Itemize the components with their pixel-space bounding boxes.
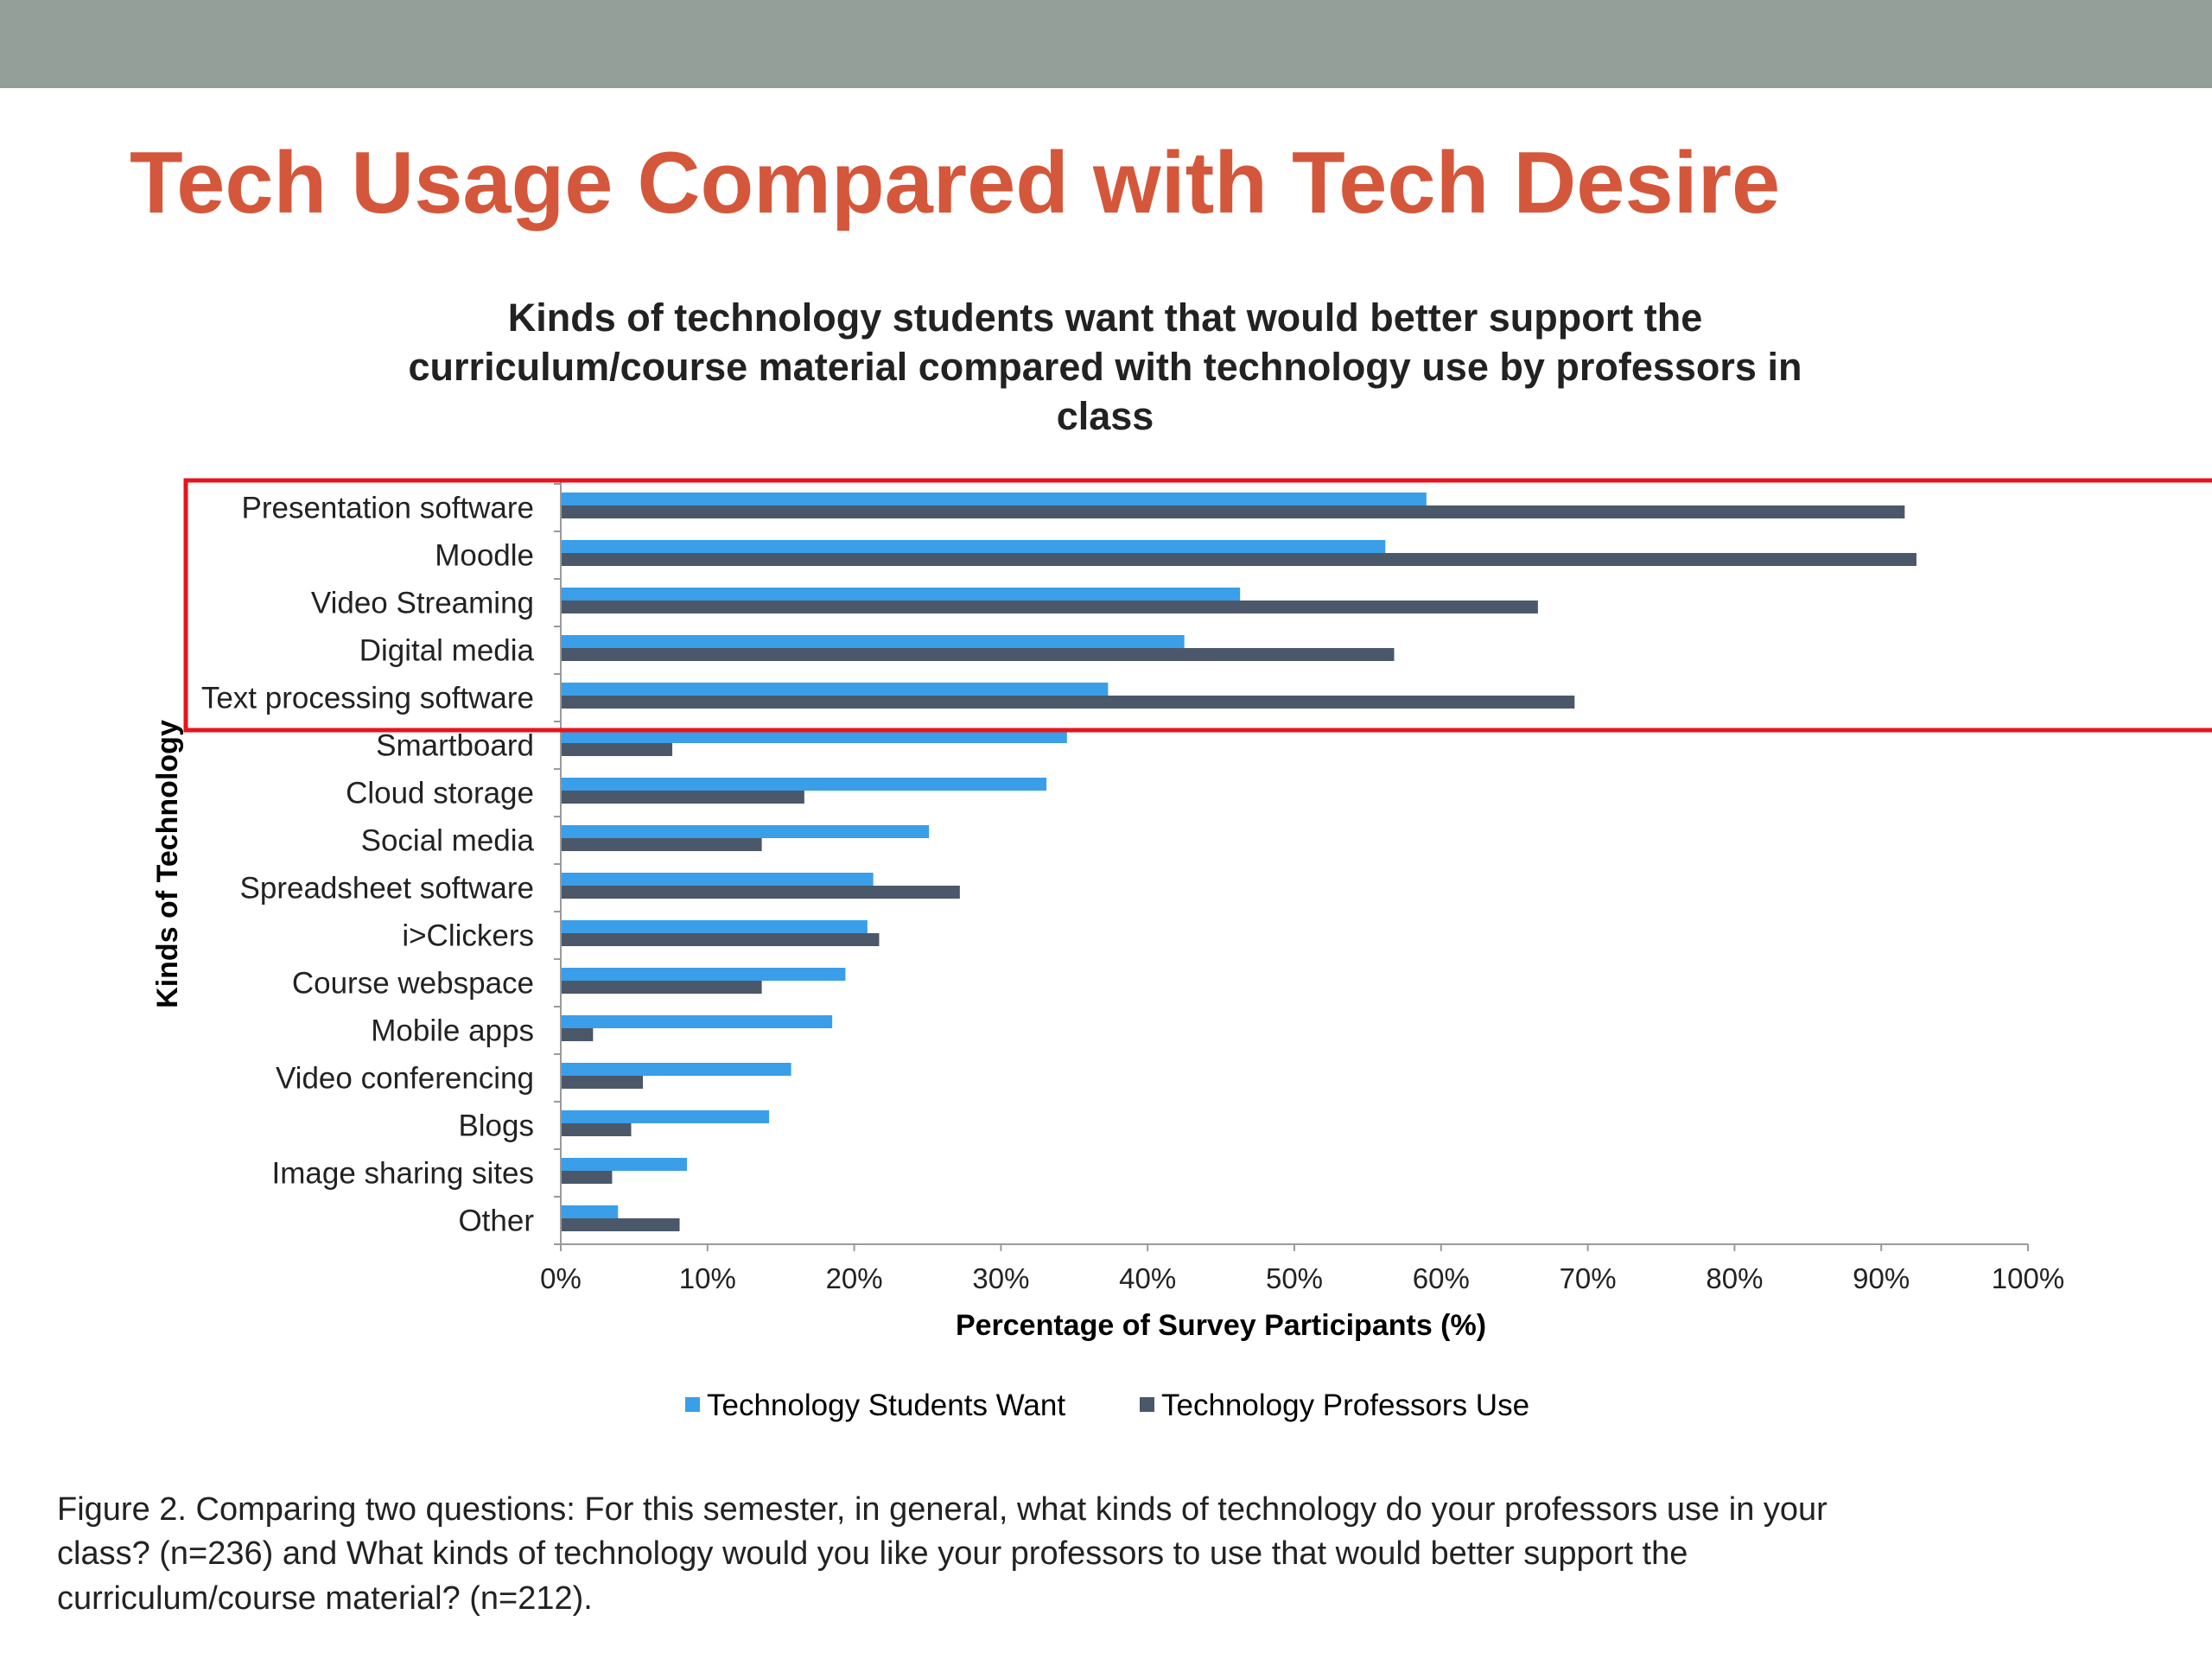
bar-presentation-software-professors-use: [561, 505, 1905, 518]
highlight-box: [183, 478, 2212, 733]
chart-title: Kinds of technology students want that w…: [409, 296, 1802, 438]
x-tick-label-40: 40%: [1119, 1262, 1176, 1294]
chart-title-line-3: class: [1057, 394, 1154, 438]
legend-label-students-want: Technology Students Want: [707, 1389, 1065, 1422]
chart-title-line-1: Kinds of technology students want that w…: [508, 296, 1702, 340]
bars-group: [561, 493, 1916, 1231]
x-tick-label-0: 0%: [540, 1262, 582, 1294]
legend-label-professors-use: Technology Professors Use: [1161, 1389, 1529, 1422]
bar-i-clickers-students-want: [561, 920, 868, 933]
bar-spreadsheet-software-professors-use: [561, 886, 960, 899]
caption-line-2: class? (n=236) and What kinds of technol…: [57, 1535, 1688, 1572]
x-tick-label-10: 10%: [679, 1262, 736, 1294]
x-tick-label-20: 20%: [826, 1262, 883, 1294]
category-label-smartboard: Smartboard: [376, 729, 534, 763]
legend-swatch-professors-use: [1140, 1397, 1154, 1412]
axes-group: [554, 480, 2029, 1251]
x-tick-label-30: 30%: [972, 1262, 1029, 1294]
bar-moodle-professors-use: [561, 553, 1916, 566]
bar-mobile-apps-students-want: [561, 1015, 833, 1028]
x-tick-label-60: 60%: [1413, 1262, 1470, 1294]
bar-cloud-storage-students-want: [561, 778, 1047, 791]
figure-caption: Figure 2. Comparing two questions: For t…: [57, 1491, 1827, 1617]
bar-image-sharing-sites-professors-use: [561, 1171, 613, 1184]
category-label-social-media: Social media: [361, 824, 535, 858]
category-labels: Presentation software Moodle Video Streami…: [201, 492, 535, 1238]
x-tick-label-80: 80%: [1706, 1262, 1763, 1294]
bar-digital-media-students-want: [561, 635, 1185, 648]
category-label-mobile-apps: Mobile apps: [371, 1014, 534, 1048]
bar-mobile-apps-professors-use: [561, 1028, 594, 1041]
bar-other-students-want: [561, 1205, 619, 1218]
category-label-i-clickers: i>Clickers: [402, 919, 534, 953]
bar-digital-media-professors-use: [561, 648, 1395, 661]
bar-presentation-software-students-want: [561, 493, 1427, 505]
category-label-video-conferencing: Video conferencing: [276, 1062, 534, 1096]
bar-chart: Presentation software Moodle Video Streami…: [201, 480, 2064, 1294]
category-label-text-processing-software: Text processing software: [201, 682, 534, 715]
legend: Technology Students Want Technology Prof…: [685, 1389, 1529, 1422]
category-label-cloud-storage: Cloud storage: [346, 777, 534, 810]
category-label-other: Other: [458, 1205, 534, 1238]
bar-text-processing-software-students-want: [561, 683, 1109, 696]
x-tick-labels: 0% 10% 20% 30% 40% 50% 60% 70% 80% 90% 100%: [540, 1262, 2064, 1294]
bar-course-webspace-professors-use: [561, 981, 762, 994]
category-label-spreadsheet-software: Spreadsheet software: [240, 872, 534, 906]
legend-swatch-students-want: [685, 1397, 700, 1412]
bar-course-webspace-students-want: [561, 968, 846, 981]
bar-blogs-students-want: [561, 1110, 770, 1123]
x-axis-title: Percentage of Survey Participants (%): [956, 1309, 1486, 1342]
bar-social-media-professors-use: [561, 838, 762, 851]
slide-title: Tech Usage Compared with Tech Desire: [130, 135, 1780, 232]
x-tick-label-70: 70%: [1560, 1262, 1617, 1294]
category-label-blogs: Blogs: [458, 1109, 534, 1143]
bar-i-clickers-professors-use: [561, 933, 880, 946]
bar-text-processing-software-professors-use: [561, 696, 1575, 709]
bar-smartboard-professors-use: [561, 743, 673, 756]
bar-video-conferencing-students-want: [561, 1063, 791, 1076]
bar-moodle-students-want: [561, 540, 1386, 553]
bar-cloud-storage-professors-use: [561, 791, 804, 804]
x-tick-label-100: 100%: [1992, 1262, 2064, 1294]
bar-image-sharing-sites-students-want: [561, 1158, 688, 1171]
chart-title-line-2: curriculum/course material compared with…: [409, 345, 1802, 389]
caption-line-1: Figure 2. Comparing two questions: For t…: [57, 1491, 1827, 1528]
bar-spreadsheet-software-students-want: [561, 873, 874, 886]
category-label-moodle: Moodle: [435, 539, 534, 573]
category-label-course-webspace: Course webspace: [292, 967, 534, 1001]
bar-video-streaming-students-want: [561, 588, 1241, 601]
bar-blogs-professors-use: [561, 1123, 632, 1136]
category-label-image-sharing-sites: Image sharing sites: [272, 1157, 534, 1191]
bar-social-media-students-want: [561, 825, 930, 838]
caption-line-3: curriculum/course material? (n=212).: [57, 1580, 593, 1617]
y-axis-title: Kinds of Technology: [151, 720, 184, 1008]
x-tick-label-50: 50%: [1266, 1262, 1323, 1294]
category-label-video-streaming: Video Streaming: [311, 587, 534, 620]
bar-video-streaming-professors-use: [561, 601, 1538, 613]
category-label-digital-media: Digital media: [359, 634, 535, 668]
bar-video-conferencing-professors-use: [561, 1076, 644, 1089]
bar-smartboard-students-want: [561, 730, 1067, 743]
category-label-presentation-software: Presentation software: [241, 492, 534, 525]
header-bar: [0, 0, 2212, 88]
x-tick-label-90: 90%: [1853, 1262, 1910, 1294]
bar-other-professors-use: [561, 1218, 680, 1231]
